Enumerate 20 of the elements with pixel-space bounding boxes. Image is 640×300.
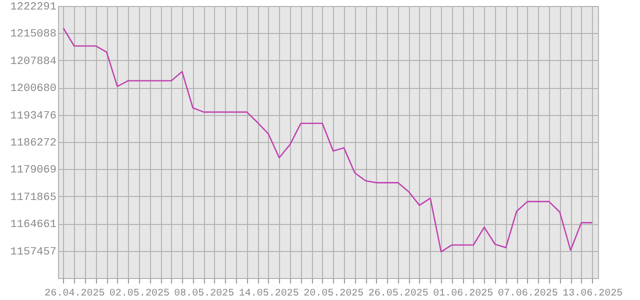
x-tick-label: 26.04.2025 [44, 288, 105, 300]
y-tick-label: 1215088 [10, 28, 56, 41]
y-tick-label: 1186272 [10, 138, 56, 150]
y-tick-label: 1171865 [10, 192, 56, 204]
x-tick-label: 20.05.2025 [304, 288, 364, 300]
x-tick-label: 07.06.2025 [498, 288, 558, 300]
x-tick-label: 01.06.2025 [433, 288, 494, 300]
x-tick-label: 08.05.2025 [174, 288, 234, 300]
x-tick-label: 26.05.2025 [368, 288, 428, 300]
y-tick-label: 1157457 [10, 246, 56, 258]
y-tick-label: 1179069 [10, 164, 56, 177]
y-tick-label: 1222291 [10, 2, 57, 14]
x-tick-label: 02.05.2025 [109, 288, 170, 300]
y-tick-label: 1200680 [10, 83, 56, 96]
y-tick-label: 1193476 [10, 110, 56, 122]
x-tick-label: 14.05.2025 [238, 288, 299, 300]
line-series [62, 28, 593, 252]
y-tick-label: 1207884 [10, 56, 57, 68]
x-tick-label: 13.06.2025 [562, 288, 623, 300]
y-tick-label: 1164661 [10, 219, 57, 232]
